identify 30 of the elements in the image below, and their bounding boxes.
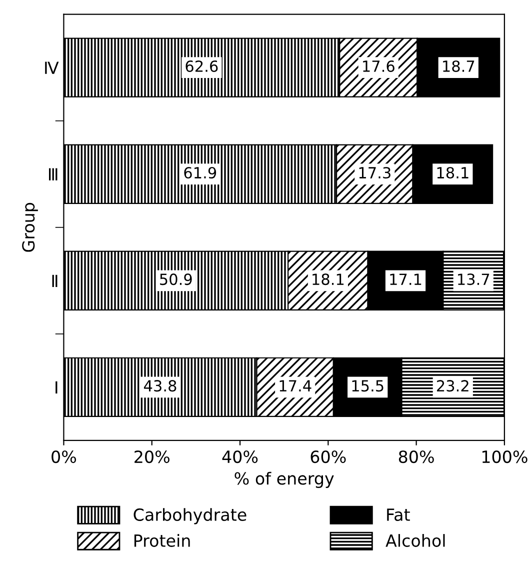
- legend-label: Protein: [134, 534, 190, 547]
- x-tick-label: 100%: [482, 450, 528, 464]
- data-label: 17.6: [363, 60, 394, 72]
- data-label: 17.3: [359, 166, 390, 179]
- data-label: 23.2: [436, 380, 468, 392]
- data-label: 15.5: [352, 380, 384, 392]
- x-tick-label: 0%: [52, 450, 76, 464]
- data-label: 17.4: [280, 380, 312, 392]
- y-tick-label: Ⅲ: [49, 168, 58, 180]
- x-axis-title: % of energy: [234, 472, 334, 488]
- x-tick-label: 40%: [222, 450, 258, 464]
- legend-label: Fat: [387, 508, 410, 521]
- data-label: 62.6: [186, 60, 218, 72]
- y-tick-label: Ⅱ: [52, 274, 58, 287]
- y-tick-label: Ⅳ: [45, 62, 59, 74]
- data-label: 18.7: [443, 60, 474, 72]
- legend-label: Alcohol: [386, 534, 445, 547]
- data-label: 17.1: [390, 274, 422, 285]
- data-label: 18.1: [437, 166, 468, 179]
- data-label: 43.8: [144, 380, 176, 392]
- y-tick-label: Ⅰ: [56, 381, 58, 394]
- x-tick-label: 20%: [134, 450, 170, 464]
- x-tick-label: 60%: [310, 450, 346, 464]
- data-label: 61.9: [184, 166, 216, 179]
- x-tick-label: 80%: [398, 450, 434, 464]
- data-label: 13.7: [458, 274, 490, 286]
- legend-label: Carbohydrate: [134, 508, 246, 524]
- y-axis-title: Group: [22, 202, 38, 252]
- data-label: 50.9: [160, 274, 192, 286]
- data-label: 18.1: [312, 274, 344, 286]
